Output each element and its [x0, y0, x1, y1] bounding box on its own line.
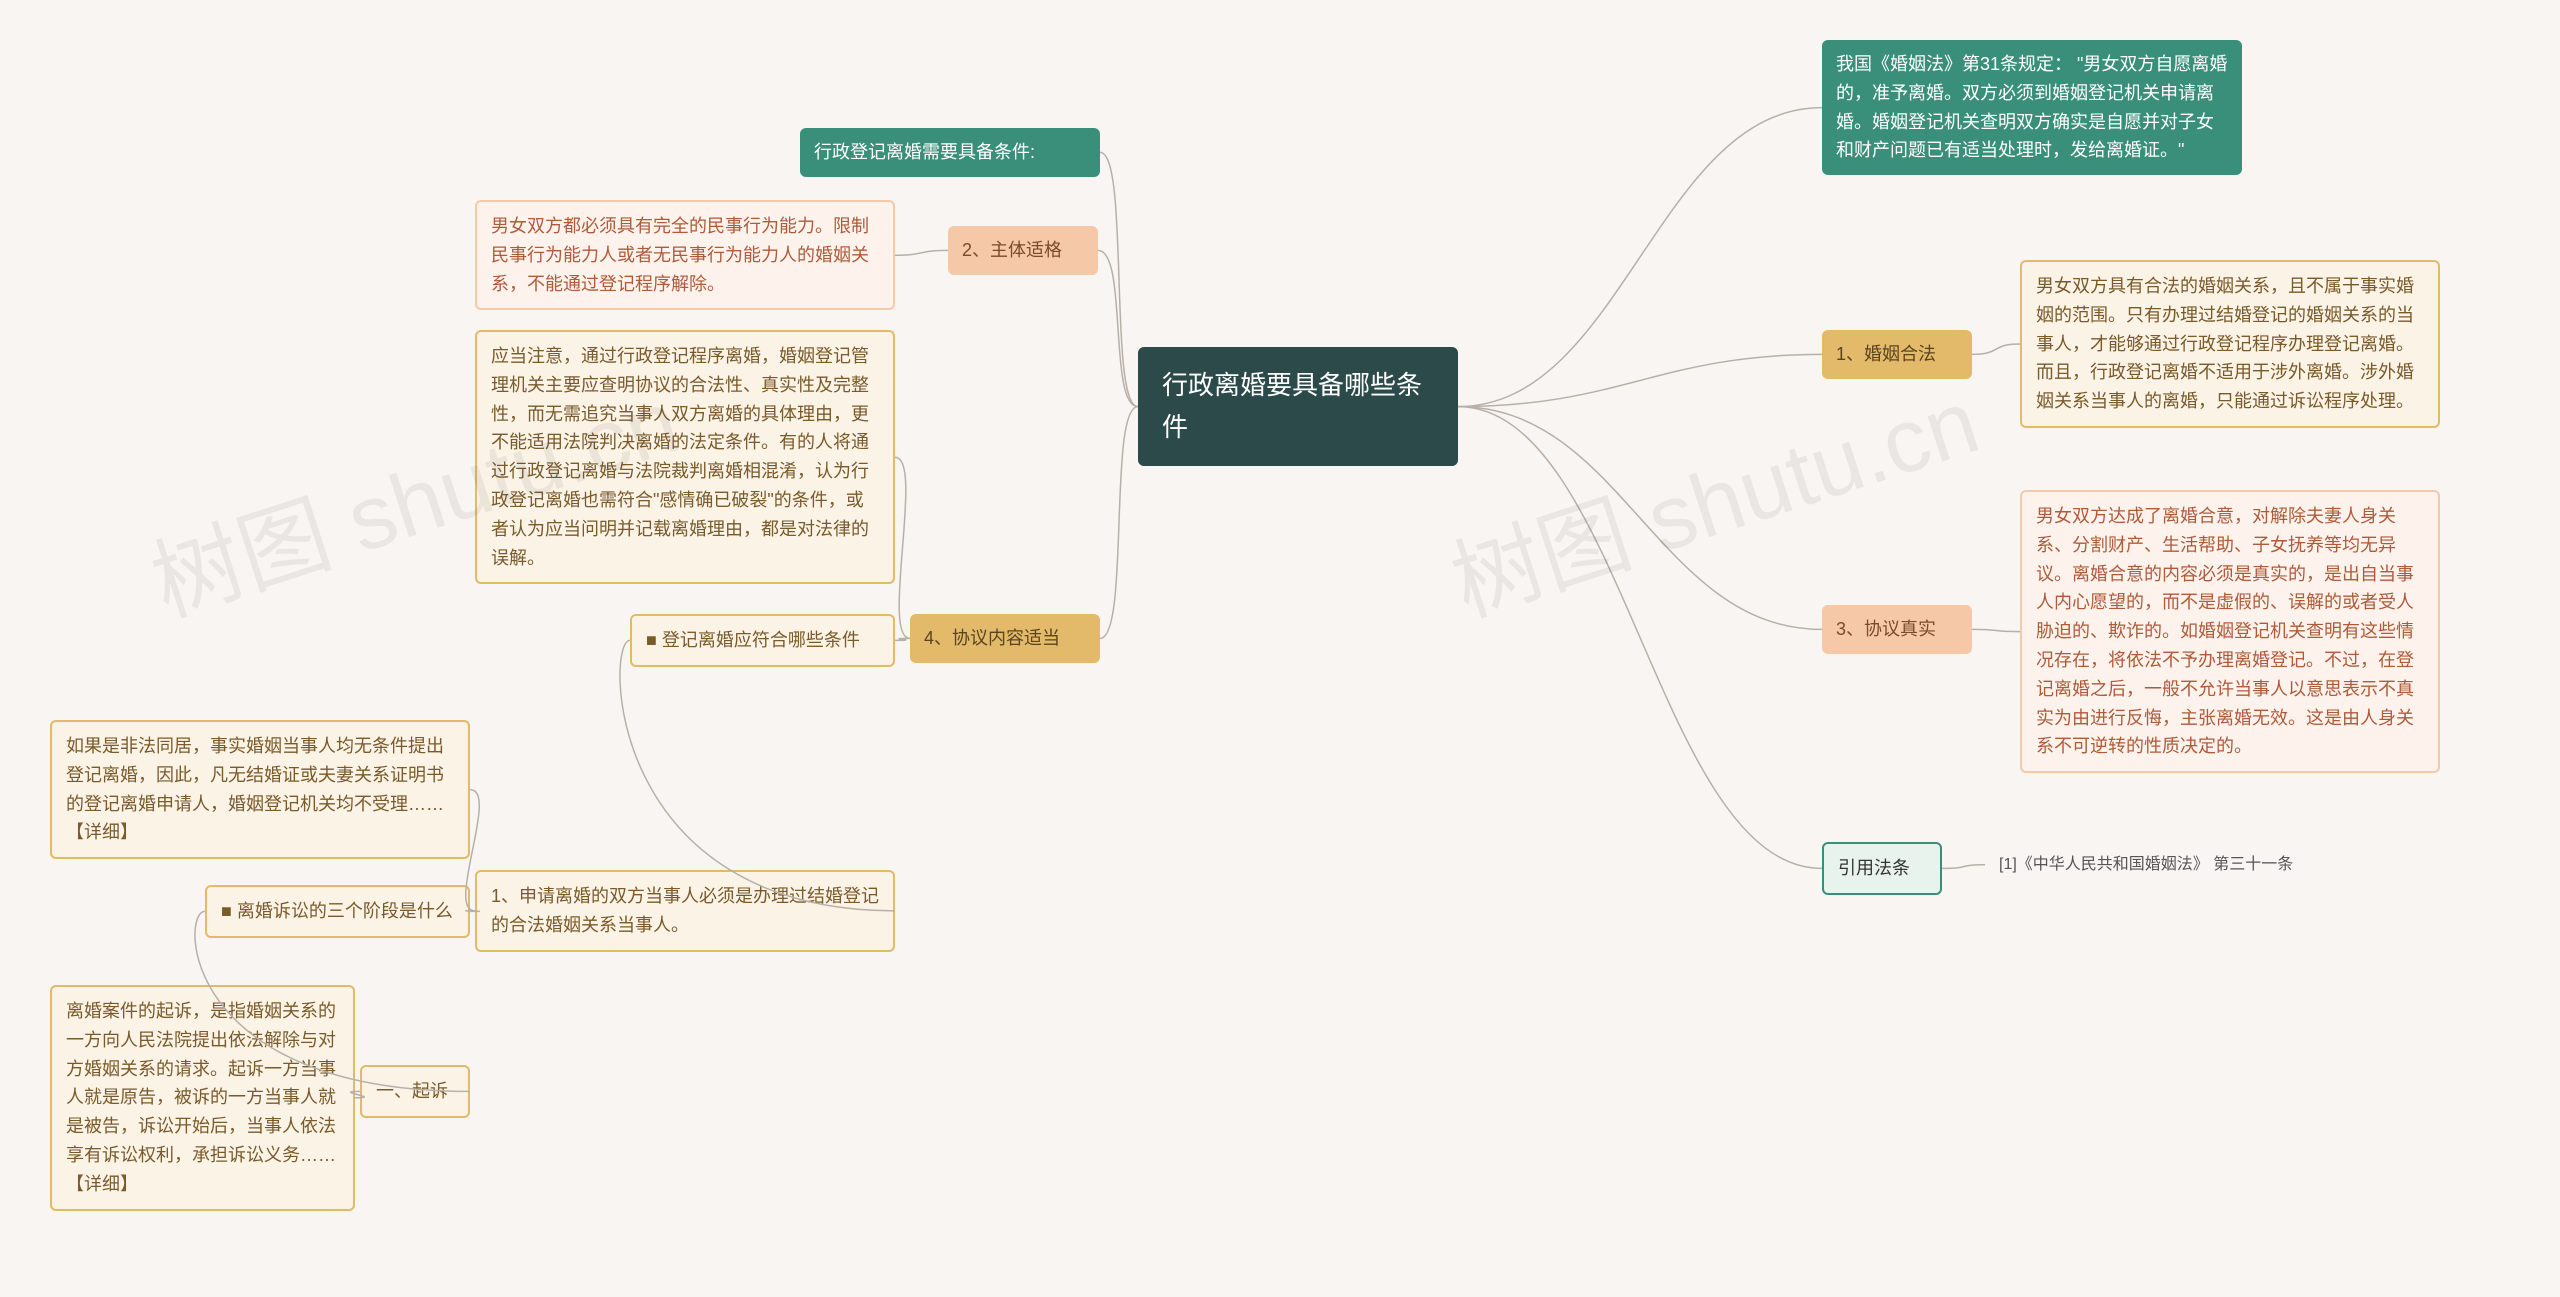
node-l1[interactable]: 行政登记离婚需要具备条件: — [800, 128, 1100, 177]
connector — [1458, 108, 1822, 407]
node-l3b1a[interactable]: 如果是非法同居，事实婚姻当事人均无条件提出登记离婚，因此，凡无结婚证或夫妻关系证… — [50, 720, 470, 859]
node-l2[interactable]: 2、主体适格 — [948, 226, 1098, 275]
connector — [1972, 344, 2020, 354]
node-r2d[interactable]: 男女双方具有合法的婚姻关系，且不属于事实婚姻的范围。只有办理过结婚登记的婚姻关系… — [2020, 260, 2440, 428]
node-r4d: [1]《中华人民共和国婚姻法》 第三十一条 — [1985, 842, 2355, 888]
node-l3[interactable]: 4、协议内容适当 — [910, 614, 1100, 663]
connector — [1100, 407, 1138, 639]
node-r4[interactable]: 引用法条 — [1822, 842, 1942, 895]
connector — [1458, 407, 1822, 630]
node-l3a[interactable]: 应当注意，通过行政登记程序离婚，婚姻登记管理机关主要应查明协议的合法性、真实性及… — [475, 330, 895, 584]
connector — [1458, 407, 1822, 869]
node-l3b[interactable]: ■ 登记离婚应符合哪些条件 — [630, 614, 895, 667]
node-r3d[interactable]: 男女双方达成了离婚合意，对解除夫妻人身关系、分割财产、生活帮助、子女抚养等均无异… — [2020, 490, 2440, 773]
node-l3b1b1[interactable]: 一、起诉 — [360, 1065, 470, 1118]
connector — [1942, 865, 1985, 869]
connector — [895, 638, 910, 640]
connector — [895, 457, 910, 638]
node-r2[interactable]: 1、婚姻合法 — [1822, 330, 1972, 379]
connector — [1972, 629, 2020, 631]
node-r1[interactable]: 我国《婚姻法》第31条规定： "男女双方自愿离婚的，准予离婚。双方必须到婚姻登记… — [1822, 40, 2242, 175]
connector — [895, 250, 948, 255]
node-l3b1[interactable]: 1、申请离婚的双方当事人必须是办理过结婚登记的合法婚姻关系当事人。 — [475, 870, 895, 952]
node-r3[interactable]: 3、协议真实 — [1822, 605, 1972, 654]
node-root[interactable]: 行政离婚要具备哪些条件 — [1138, 347, 1458, 466]
connector — [1100, 152, 1138, 406]
watermark: 树图 shutu.cn — [1433, 349, 1992, 641]
connector — [1098, 250, 1138, 406]
connector — [1458, 354, 1822, 406]
node-l3b1b1d[interactable]: 离婚案件的起诉，是指婚姻关系的一方向人民法院提出依法解除与对方婚姻关系的请求。起… — [50, 985, 355, 1211]
node-l3b1b[interactable]: ■ 离婚诉讼的三个阶段是什么 — [205, 885, 470, 938]
node-l2d[interactable]: 男女双方都必须具有完全的民事行为能力。限制民事行为能力人或者无民事行为能力人的婚… — [475, 200, 895, 310]
